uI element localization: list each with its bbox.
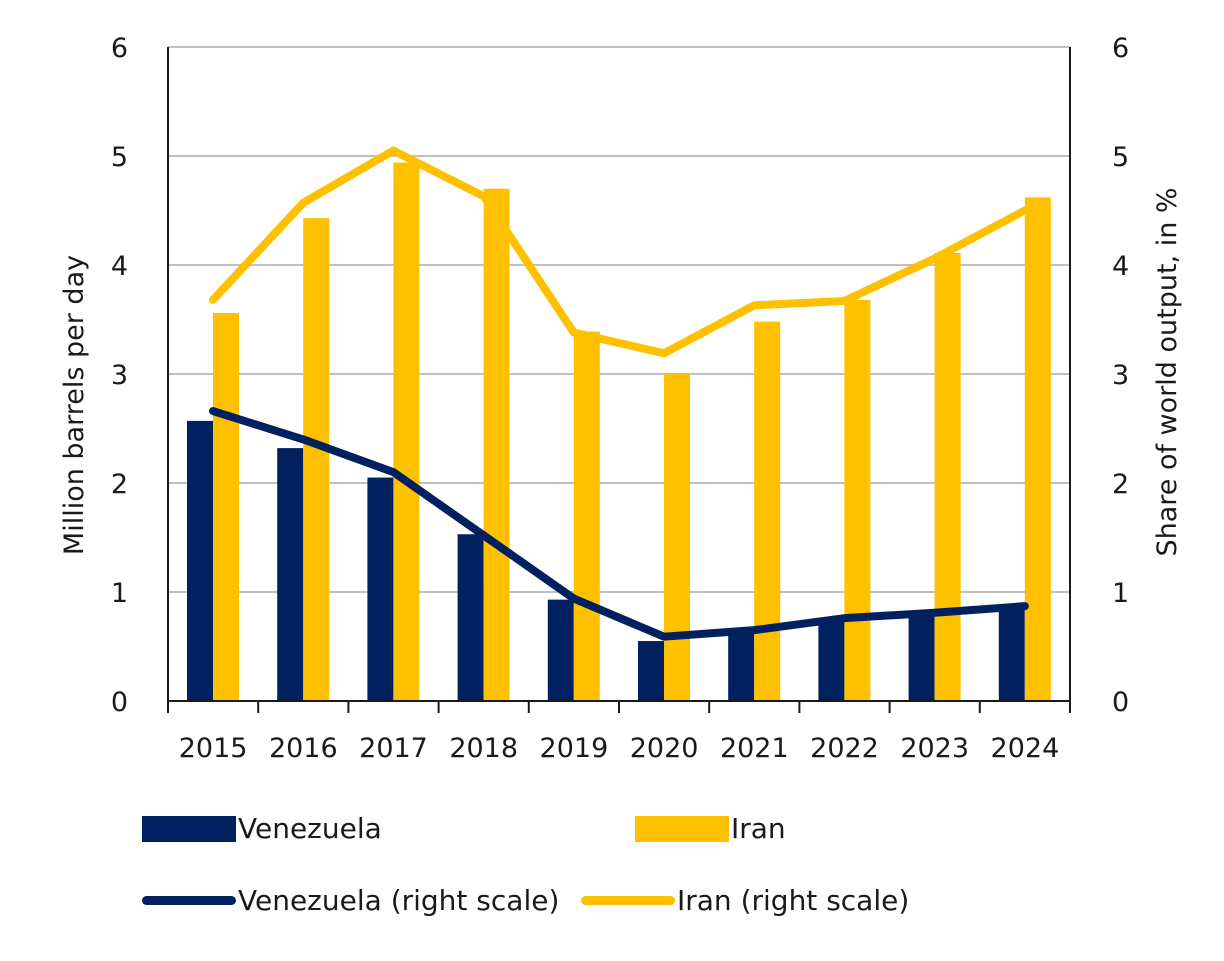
y-tick-label-left: 0 [111, 687, 128, 718]
bar-iran-2019 [573, 331, 600, 701]
x-axis-ticks: 2015 2016 2017 2018 2019 2020 2021 2022 2023 2024 [179, 733, 1060, 764]
y-tick-label-right: 6 [1112, 33, 1129, 64]
y-tick-label-right: 3 [1112, 360, 1129, 391]
bar-venezuela-2015 [187, 420, 213, 701]
bar-iran-2022 [844, 299, 871, 701]
y-tick-label-left: 2 [111, 469, 128, 500]
y-tick-label-right: 1 [1112, 578, 1129, 609]
y-tick-label-left: 6 [111, 33, 128, 64]
legend-swatch-venezuela-line [142, 896, 236, 905]
x-tick-label: 2023 [900, 733, 969, 764]
chart: 0 1 2 3 4 5 6 0 1 2 3 4 5 6 2015 2016 2017 2018 2019 2020… [59, 33, 1183, 764]
bar-iran-2020 [664, 374, 690, 701]
legend-swatch-iran-bar [635, 815, 729, 842]
x-tick-label: 2018 [449, 733, 518, 764]
x-tick-label: 2022 [810, 733, 879, 764]
bar-iran-2021 [754, 321, 781, 701]
y-tick-label-left: 4 [111, 251, 128, 282]
x-tick-label: 2016 [269, 733, 338, 764]
legend-swatch-iran-line [581, 896, 675, 905]
bar-iran-2017 [393, 162, 420, 702]
legend-swatch-venezuela-bar [142, 815, 236, 842]
x-tick-label: 2019 [540, 733, 609, 764]
legend-label: Iran [731, 812, 786, 845]
bar-venezuela-2019 [547, 599, 574, 701]
y-tick-label-right: 4 [1112, 251, 1129, 282]
y-axis-left-title: Million barrels per day [59, 255, 90, 555]
bar-venezuela-2016 [277, 448, 304, 701]
y-tick-label-right: 0 [1112, 687, 1129, 718]
legend-item-venezuela-right-scale: Venezuela (right scale) [142, 884, 559, 917]
bar-venezuela-2017 [367, 477, 394, 701]
bar-venezuela-2023 [908, 614, 935, 701]
y-tick-label-right: 5 [1112, 142, 1129, 173]
bar-iran-2024 [1024, 197, 1051, 702]
bar-iran-2018 [483, 188, 510, 701]
legend: Venezuela Iran Venezuela (right scale) I… [142, 812, 1042, 932]
legend-item-venezuela: Venezuela [142, 812, 382, 845]
bar-iran-2016 [303, 218, 330, 701]
bar-iran-2015 [213, 312, 239, 701]
y-tick-label-left: 3 [111, 360, 128, 391]
bar-venezuela-2024 [998, 605, 1025, 701]
axes [167, 47, 1071, 713]
line-venezuela-right-scale- [209, 407, 1029, 641]
legend-item-iran-right-scale: Iran (right scale) [581, 884, 909, 917]
bar-venezuela-2021 [728, 632, 755, 701]
legend-item-iran: Iran [635, 812, 786, 845]
x-tick-label: 2017 [359, 733, 428, 764]
bar-iran-2023 [934, 253, 961, 701]
bar-venezuela-2022 [818, 621, 845, 701]
y-tick-label-right: 2 [1112, 469, 1129, 500]
y-tick-label-left: 5 [111, 142, 128, 173]
x-tick-label: 2021 [720, 733, 789, 764]
bar-venezuela-2020 [638, 641, 664, 701]
x-tick-label: 2020 [630, 733, 699, 764]
bar-venezuela-2018 [457, 534, 484, 701]
legend-label: Venezuela (right scale) [238, 884, 560, 917]
line-iran-right-scale- [209, 146, 1029, 358]
legend-label: Iran (right scale) [677, 884, 910, 917]
bars [187, 162, 1051, 702]
y-axis-right-ticks: 0 1 2 3 4 5 6 [1112, 33, 1129, 718]
x-tick-label: 2024 [991, 733, 1060, 764]
lines [209, 146, 1029, 641]
y-tick-label-left: 1 [111, 578, 128, 609]
y-axis-right-title: Share of world output, in % [1152, 187, 1183, 556]
legend-label: Venezuela [238, 812, 382, 845]
y-axis-left-ticks: 0 1 2 3 4 5 6 [111, 33, 128, 718]
x-tick-label: 2015 [179, 733, 248, 764]
